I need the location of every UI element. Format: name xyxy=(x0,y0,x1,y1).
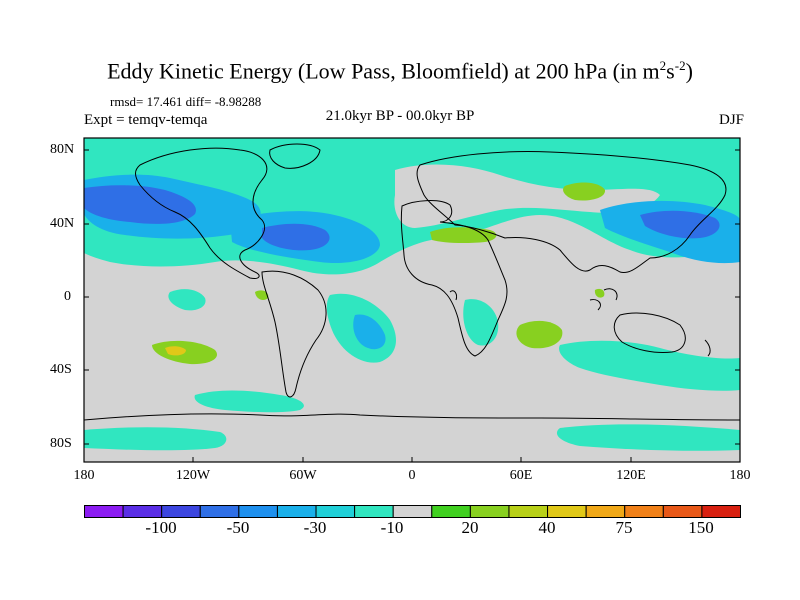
figure-title: Eddy Kinetic Energy (Low Pass, Bloomfiel… xyxy=(107,58,693,84)
colorbar-label: 40 xyxy=(538,518,556,537)
colorbar-label: -50 xyxy=(226,518,250,537)
contour-cyan-southern xyxy=(194,390,304,413)
season-label: DJF xyxy=(718,112,744,128)
lon-label-0: 0 xyxy=(408,468,416,483)
lat-label-40n: 40N xyxy=(50,216,75,231)
lon-label-60e: 60E xyxy=(509,468,533,483)
contour-green-north xyxy=(563,182,606,201)
colorbar-box xyxy=(199,505,240,518)
colorbar-label: 150 xyxy=(688,518,714,537)
lon-label-60w: 60W xyxy=(289,468,317,483)
colorbar-label: -30 xyxy=(303,518,327,537)
contour-cyan-antarctic-east xyxy=(556,424,740,451)
colorbar-box xyxy=(624,505,664,518)
period-label: 21.0kyr BP - 00.0kyr BP xyxy=(325,108,475,124)
colorbar-box xyxy=(662,505,703,518)
contour-cyan-southpacific xyxy=(168,289,206,311)
lat-label-40s: 40S xyxy=(50,362,72,377)
colorbar-box xyxy=(122,505,163,518)
contour-cyan-antarctic xyxy=(84,427,227,451)
colorbar-box xyxy=(585,505,626,518)
colorbar-box xyxy=(701,505,741,518)
map-field xyxy=(84,138,740,462)
colorbar-box xyxy=(354,505,394,518)
lon-label-120e: 120E xyxy=(616,468,646,483)
colorbar-label: -100 xyxy=(145,518,177,537)
colorbar-box xyxy=(84,505,124,518)
colorbar xyxy=(84,505,741,518)
colorbar-box xyxy=(315,505,356,518)
colorbar-box xyxy=(431,505,471,518)
colorbar-box xyxy=(238,505,278,518)
colorbar-box xyxy=(276,505,317,518)
colorbar-box xyxy=(392,505,433,518)
contour-yellow-sw xyxy=(165,346,186,356)
colorbar-box xyxy=(469,505,510,518)
colorbar-label: 20 xyxy=(461,518,479,537)
colorbar-label: 75 xyxy=(615,518,633,537)
coastlines xyxy=(84,143,740,421)
lat-label-80s: 80S xyxy=(50,436,72,451)
colorbar-box xyxy=(508,505,549,518)
contour-darkblue-eurasia xyxy=(640,210,720,239)
stats-label: rmsd= 17.461 diff= -8.98288 xyxy=(110,94,262,109)
lon-label-180e: 180 xyxy=(729,468,751,483)
contour-darkblue-pacific xyxy=(84,185,196,224)
contour-cyan-gap xyxy=(394,164,660,228)
colorbar-box xyxy=(547,505,587,518)
colorbar-box xyxy=(161,505,201,518)
lon-label-120w: 120W xyxy=(175,468,211,483)
colorbar-label: -10 xyxy=(380,518,404,537)
contour-lightblue-sam xyxy=(353,314,386,350)
contour-cyan-southeast xyxy=(680,366,740,384)
experiment-label: Expt = temqv-temqa xyxy=(84,112,208,128)
lat-label-80n: 80N xyxy=(50,142,75,157)
map-ticks xyxy=(83,149,741,462)
contour-green-se xyxy=(516,320,563,349)
contour-cyan-africa xyxy=(463,299,499,346)
lat-label-0: 0 xyxy=(64,289,71,304)
contour-darkblue-atlantic xyxy=(262,223,330,251)
contour-green-med xyxy=(430,227,497,244)
lon-label-180w: 180 xyxy=(73,468,95,483)
